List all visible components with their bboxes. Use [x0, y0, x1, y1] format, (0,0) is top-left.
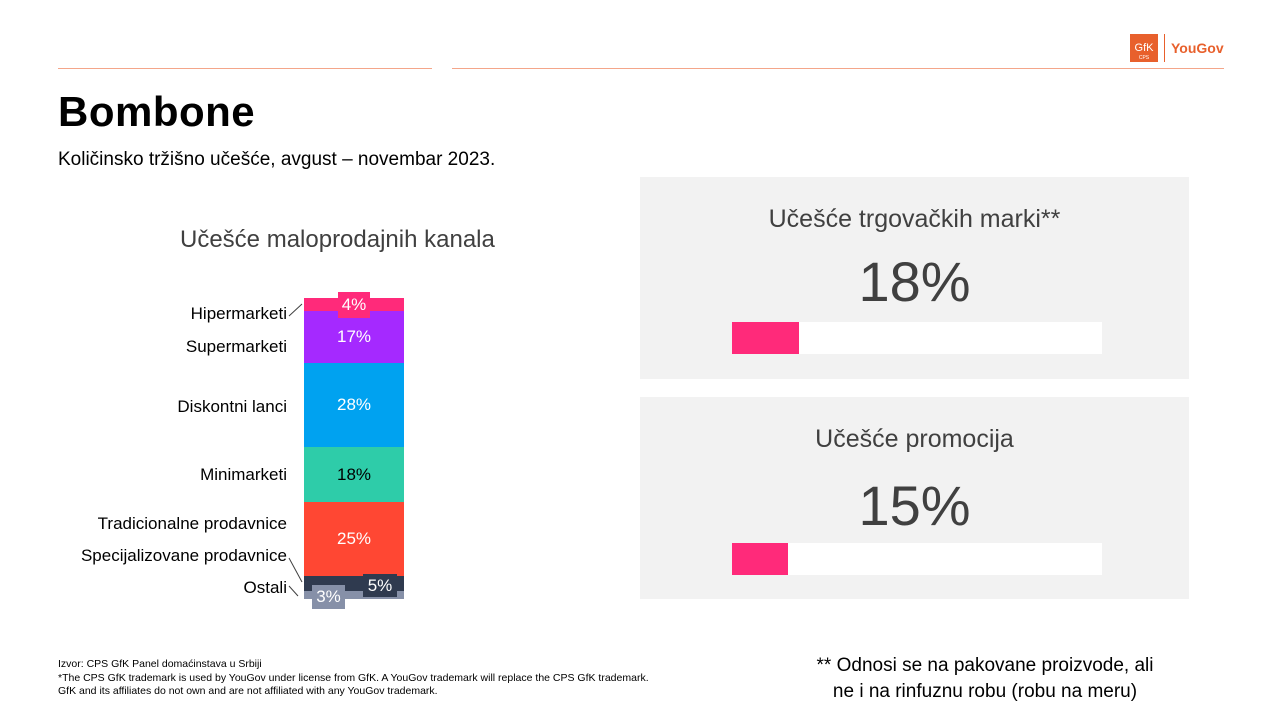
- yougov-logo-text: YouGov: [1171, 40, 1224, 56]
- private-label-share-title: Učešće trgovačkih marki**: [768, 205, 1061, 233]
- private-label-share-fill: [732, 322, 799, 354]
- bar-segment-minimarketi: 18%: [304, 447, 404, 502]
- page-subtitle: Količinsko tržišno učešće, avgust – nove…: [58, 149, 496, 170]
- category-label-minimarketi: Minimarketi: [200, 465, 287, 484]
- promotion-share-value: 15%: [858, 474, 971, 537]
- category-label-ostali: Ostali: [243, 578, 287, 597]
- note-line-1: ** Odnosi se na pakovane proizvode, ali: [816, 655, 1154, 676]
- category-label-supermarketi: Supermarketi: [185, 337, 287, 356]
- page-title: Bombone: [58, 88, 256, 135]
- footnote-line-3: GfK and its affiliates do not own and ar…: [58, 685, 438, 697]
- leader-line-hipermarketi: [288, 303, 303, 317]
- leader-line-specijalizovane: [288, 557, 303, 583]
- data-label-ostali: 3%: [312, 585, 345, 609]
- private-label-note: ** Odnosi se na pakovane proizvode, ali …: [785, 653, 1185, 705]
- bar-segment-supermarketi: 17%: [304, 311, 404, 363]
- data-label-minimarketi: 18%: [336, 464, 372, 484]
- promotion-share-fill: [732, 543, 788, 575]
- promotion-share-panel: Učešće promocija 15%: [640, 397, 1189, 599]
- promotion-share-track: [732, 543, 1102, 575]
- header-rule-right: [452, 68, 1224, 69]
- data-label-tradicionalne-prodavnice: 25%: [336, 529, 372, 548]
- category-label-tradicionalne-prodavnice: Tradicionalne prodavnice: [97, 514, 287, 533]
- private-label-share-value: 18%: [858, 250, 971, 313]
- promotion-share-title: Učešće promocija: [815, 425, 1014, 453]
- leader-line-ostali: [288, 585, 299, 597]
- data-label-hipermarketi: 4%: [338, 292, 370, 318]
- gfk-yougov-logo: GfK CPS YouGov: [1130, 34, 1224, 62]
- private-label-share-panel: Učešće trgovačkih marki** 18%: [640, 177, 1189, 379]
- category-label-hipermarketi: Hipermarketi: [190, 304, 287, 323]
- category-label-specijalizovane-prodavnice: Specijalizovane prodavnice: [80, 546, 287, 565]
- source-footnote: Izvor: CPS GfK Panel domaćinstava u Srbi…: [58, 658, 649, 699]
- header-rule-left: [58, 68, 432, 69]
- chart-title: Učešće maloprodajnih kanala: [180, 226, 495, 253]
- category-label-diskontni-lanci: Diskontni lanci: [177, 397, 287, 416]
- bar-segment-diskontni-lanci: 28%: [304, 363, 404, 447]
- gfk-logo-mark: GfK CPS: [1130, 34, 1158, 62]
- logo-separator: [1164, 34, 1165, 62]
- footnote-line-2: *The CPS GfK trademark is used by YouGov…: [58, 671, 649, 684]
- data-label-specijalizovane-prodavnice: 5%: [363, 574, 397, 597]
- note-line-2: ne i na rinfuznu robu (robu na meru): [832, 681, 1138, 702]
- footnote-line-1: Izvor: CPS GfK Panel domaćinstava u Srbi…: [58, 658, 262, 670]
- data-label-supermarketi: 17%: [336, 327, 372, 346]
- bar-segment-tradicionalne-prodavnice: 25%: [304, 502, 404, 576]
- private-label-share-track: [732, 322, 1102, 354]
- data-label-diskontni-lanci: 28%: [336, 395, 372, 414]
- bar-segment-ostali: [304, 591, 404, 599]
